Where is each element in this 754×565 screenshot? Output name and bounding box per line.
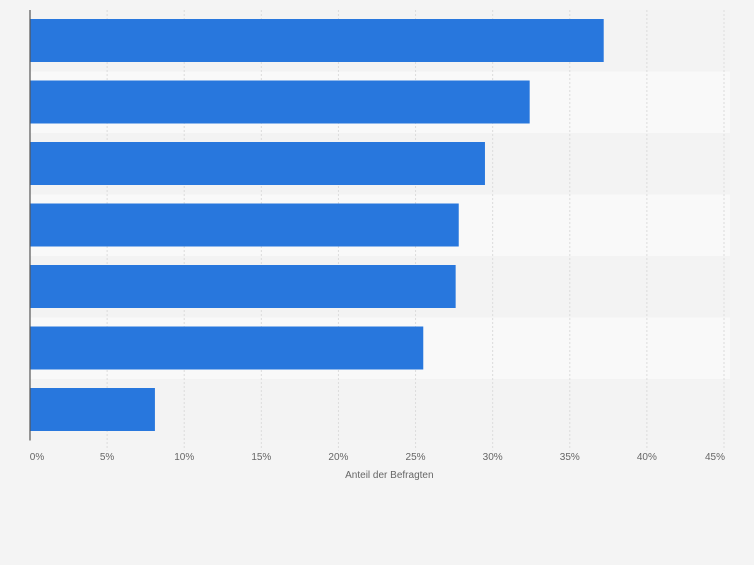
bar: [30, 388, 155, 431]
x-tick-labels: 0% 5% 10% 15% 20% 25% 30% 35% 40% 45%: [30, 452, 725, 463]
x-axis-title: Anteil der Befragten: [345, 470, 433, 481]
x-tick-label: 45%: [705, 452, 725, 463]
bar: [30, 19, 604, 62]
x-tick-label: 10%: [174, 452, 194, 463]
bar: [30, 326, 424, 370]
bar: [30, 203, 459, 247]
bars: [30, 19, 604, 431]
x-tick-label: 15%: [251, 452, 271, 463]
x-tick-label: 0%: [30, 452, 45, 463]
x-tick-label: 35%: [560, 452, 580, 463]
bar: [30, 80, 530, 124]
x-tick-label: 20%: [328, 452, 348, 463]
x-tick-label: 5%: [100, 452, 115, 463]
bar: [30, 142, 485, 185]
x-tick-label: 25%: [406, 452, 426, 463]
x-tick-label: 30%: [483, 452, 503, 463]
x-tick-label: 40%: [637, 452, 657, 463]
bar: [30, 265, 456, 308]
